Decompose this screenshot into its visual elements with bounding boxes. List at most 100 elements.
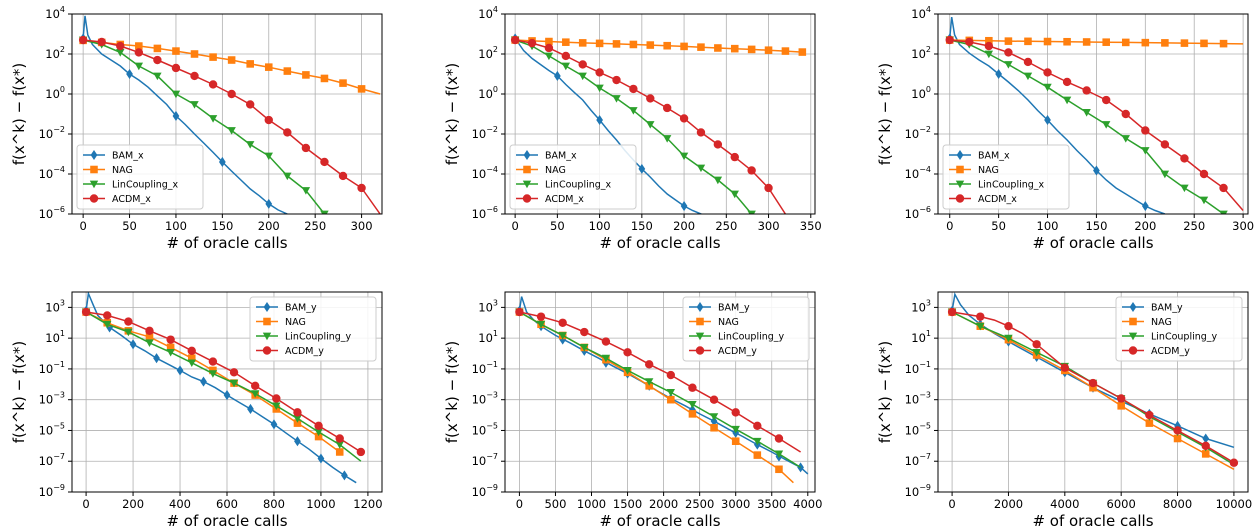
data-point	[283, 67, 292, 75]
y-tick-label: 104	[478, 5, 498, 21]
data-point	[578, 60, 587, 69]
data-point	[646, 41, 655, 49]
data-point	[559, 334, 567, 345]
data-point	[976, 312, 985, 321]
data-point	[644, 378, 654, 386]
data-point	[190, 50, 199, 58]
data-point	[218, 156, 226, 167]
data-point	[124, 328, 133, 337]
x-tick-label: 0	[511, 219, 518, 233]
legend: BAM_y NAG LinCoupling_y ACDM_y	[682, 296, 810, 362]
chart-panel: 0 50 100 150 200 250 300 10−6 10−4 10−2 100 102 104 #…	[10, 5, 383, 252]
legend-marker	[696, 317, 704, 326]
data-point	[544, 52, 554, 61]
data-point	[1160, 140, 1170, 149]
data-point	[1102, 95, 1111, 105]
y-tick-label: 10−5	[472, 421, 498, 437]
data-point	[335, 441, 344, 449]
legend-label: BAM_y	[1151, 303, 1183, 314]
data-point	[713, 176, 723, 185]
legend-marker	[696, 301, 704, 313]
data-point	[171, 90, 181, 99]
data-point	[1121, 109, 1130, 119]
y-tick-exponent: −1	[486, 360, 498, 369]
x-tick-label: 600	[216, 497, 238, 511]
legend-marker	[955, 194, 965, 203]
series-layer	[515, 296, 809, 484]
y-tick-label: 10−5	[905, 421, 931, 437]
legend-box	[942, 144, 1070, 210]
y-tick-label: 10−7	[905, 452, 931, 468]
data-point	[731, 425, 740, 434]
data-point	[172, 110, 180, 121]
data-point	[1121, 38, 1130, 47]
y-tick-label: 10−7	[472, 452, 498, 468]
legend-label: LinCoupling_y	[718, 332, 785, 343]
y-tick-label: 101	[478, 329, 498, 345]
data-point	[320, 210, 329, 214]
data-point	[145, 339, 154, 347]
data-point	[227, 56, 236, 64]
x-tick-label: 0	[946, 219, 953, 233]
x-tick-label: 300	[1232, 219, 1254, 233]
data-point	[103, 320, 112, 329]
data-point	[1043, 83, 1052, 92]
data-point	[753, 421, 762, 431]
legend-marker	[1129, 317, 1137, 326]
y-tick-exponent: 3	[926, 298, 931, 307]
legend-label: NAG	[285, 317, 306, 328]
y-tick-label: 10−7	[39, 452, 65, 468]
legend-box	[682, 296, 810, 362]
data-point	[357, 85, 366, 93]
data-point	[1180, 184, 1189, 193]
x-tick-label: 50	[122, 219, 137, 233]
data-point	[1219, 39, 1228, 48]
x-axis-label: # of oracle calls	[599, 234, 720, 252]
data-point	[558, 332, 567, 340]
data-point	[976, 322, 985, 331]
data-point	[1024, 37, 1032, 46]
data-point	[264, 115, 273, 125]
y-tick-label: 10−5	[39, 421, 65, 437]
data-point	[688, 400, 697, 409]
data-point	[294, 436, 301, 447]
y-tick-exponent: −7	[486, 452, 498, 461]
x-tick-label: 150	[211, 219, 233, 233]
data-point	[124, 317, 133, 326]
data-point	[1201, 441, 1210, 451]
data-point	[753, 437, 762, 446]
legend-box	[509, 144, 637, 210]
chart-panel: 0 200 400 600 800 1000 1200 10−9 10−7 10−5 10−3 10−…	[10, 291, 383, 530]
y-tick-label: 100	[478, 85, 498, 101]
legend-label: LinCoupling_x	[545, 180, 612, 191]
data-point	[580, 344, 589, 352]
x-tick-label: 1200	[353, 497, 382, 511]
legend-label: LinCoupling_x	[112, 180, 179, 191]
y-tick-label: 101	[911, 329, 931, 345]
y-tick-label: 10−9	[39, 483, 65, 499]
x-axis-label: # of oracle calls	[166, 512, 287, 530]
y-axis-label: f(x^k) − f(x*)	[876, 63, 894, 166]
data-point	[697, 43, 705, 51]
data-point	[356, 447, 366, 457]
legend-label: ACDM_y	[285, 346, 324, 357]
data-point	[798, 48, 807, 56]
data-point	[747, 45, 756, 54]
legend-label: NAG	[718, 317, 739, 328]
y-tick-exponent: 4	[493, 5, 498, 14]
data-point	[153, 55, 162, 65]
y-axis-label: f(x^k) − f(x*)	[10, 63, 28, 166]
x-tick-label: 400	[169, 497, 191, 511]
data-point	[601, 354, 611, 363]
y-tick-exponent: −9	[53, 483, 65, 492]
data-point	[176, 365, 184, 376]
data-point	[1180, 39, 1189, 47]
series-line	[82, 39, 326, 214]
data-point	[1121, 135, 1130, 143]
data-point	[644, 360, 654, 369]
data-point	[78, 35, 88, 45]
series-line	[514, 37, 703, 214]
data-point	[247, 403, 254, 414]
legend-marker	[523, 165, 531, 174]
legend-marker	[522, 180, 532, 189]
